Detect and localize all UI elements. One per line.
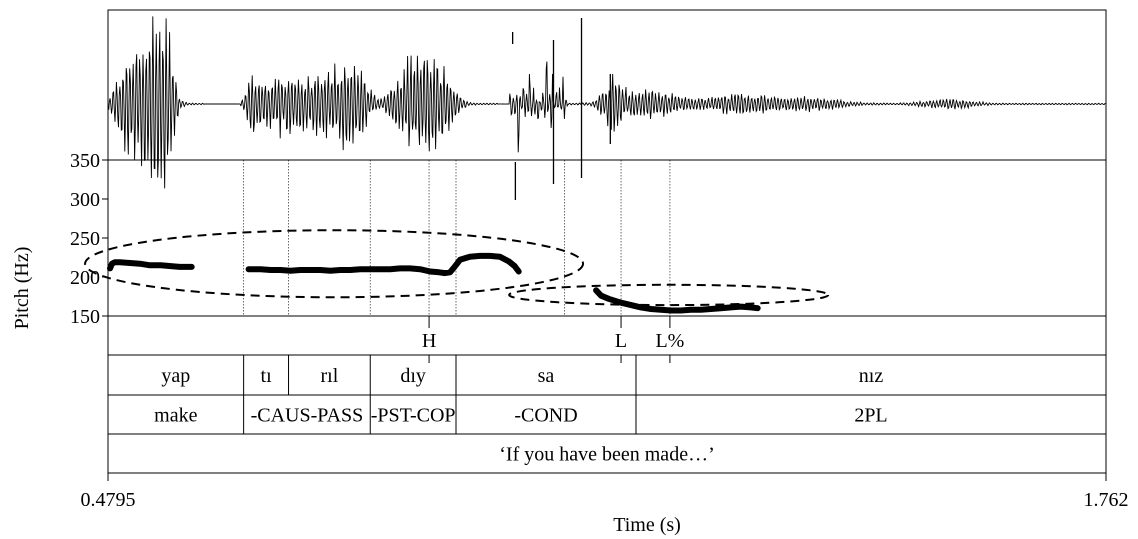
syllable-label: dıy: [400, 365, 426, 387]
y-tick-label: 150: [70, 306, 100, 328]
waveform-trace: [107, 16, 1106, 189]
syllable-label: rıl: [320, 365, 338, 387]
gloss-label: make: [154, 405, 197, 427]
y-tick-label: 200: [70, 267, 100, 289]
pitch-contour: [245, 252, 522, 277]
syllable-label: nız: [859, 365, 884, 387]
tone-label: H: [422, 330, 436, 352]
gloss-label: 2PL: [854, 405, 887, 427]
phrase-ellipse: [84, 229, 585, 299]
axes: 150 200 250 300 350 Pitch (Hz) 0.4795 1.762 Time…: [11, 9, 1129, 536]
waveform-panel: [107, 16, 1106, 200]
gloss-label: -COND: [514, 405, 577, 427]
tone-label: L%: [655, 330, 684, 352]
y-axis-label: Pitch (Hz): [11, 247, 33, 330]
pitch-contour: [107, 259, 195, 272]
y-tick-label: 350: [70, 150, 100, 172]
gloss-label: -PST-COP: [371, 405, 456, 427]
syllable-label: tı: [261, 365, 273, 387]
x-tick-label: 0.4795: [81, 489, 136, 511]
translation-label: ‘If you have been made…’: [499, 444, 714, 466]
syllable-label: yap: [161, 365, 190, 387]
y-tick-label: 300: [70, 189, 100, 211]
y-tick-label: 250: [70, 228, 100, 250]
annotation-tiers: H L L% yap tı rıl dıy sa nız make -CAUS-PASS -PST-C…: [154, 316, 888, 466]
x-tick-label: 1.762: [1084, 489, 1129, 511]
gloss-label: -CAUS-PASS: [251, 405, 364, 427]
phrase-ellipse: [508, 283, 830, 307]
tone-label: L: [615, 330, 627, 352]
pitch-panel: [84, 160, 830, 316]
x-axis-label: Time (s): [613, 514, 681, 536]
pitch-contour: [593, 287, 761, 314]
syllable-label: sa: [538, 365, 555, 387]
